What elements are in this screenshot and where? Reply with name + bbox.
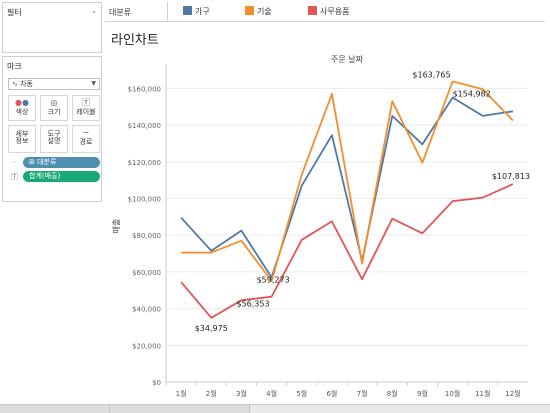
legend-item-furniture[interactable]: 가구: [183, 6, 210, 17]
series-line-2: [181, 80, 514, 282]
series-line-3: [180, 183, 514, 319]
legend-item-technology[interactable]: 기술: [245, 6, 272, 17]
y-tick-label: $40,000: [132, 306, 161, 314]
label-button[interactable]: 🅃 레이블: [72, 95, 100, 121]
y-tick-label: $60,000: [132, 269, 161, 277]
swatch-icon: [183, 6, 192, 15]
detail-label-1: 세부: [15, 130, 29, 138]
detail-button[interactable]: 세부 정보: [8, 125, 36, 153]
tooltip-button[interactable]: 도구 설명: [40, 125, 68, 153]
x-tick-label: 12월: [505, 389, 520, 398]
path-button[interactable]: ∼ 경로: [72, 125, 100, 153]
label-label: 레이블: [76, 108, 96, 116]
y-tick-label: $80,000: [132, 232, 161, 240]
legend-item-office-supplies[interactable]: 사무용품: [308, 6, 349, 17]
size-button[interactable]: ◎ 크기: [40, 95, 68, 121]
y-axis-title: 매출: [111, 219, 121, 234]
expand-icon: ⊞: [29, 158, 38, 166]
color-label: 색상: [15, 108, 29, 116]
y-tick-label: $0: [152, 379, 161, 387]
data-label: $34,975: [195, 324, 228, 333]
sales-label-pill[interactable]: 합계(매출): [23, 171, 100, 182]
x-tick-label: 9월: [417, 389, 428, 398]
path-icon: ∼: [82, 128, 90, 137]
detail-label-2: 정보: [15, 137, 29, 145]
x-tick-label: 10월: [445, 389, 460, 398]
x-axis-title: 주문 날짜: [331, 54, 364, 64]
marks-title: 마크: [7, 62, 22, 71]
legend-label: 가구: [195, 7, 210, 16]
y-tick-label: $160,000: [128, 85, 161, 93]
x-tick-label: 3월: [236, 389, 247, 398]
legend-label: 사무용품: [320, 7, 350, 16]
sales-pill-label: 합계(매출): [29, 172, 61, 180]
chevron-down-icon[interactable]: ⌄: [91, 7, 97, 15]
label-icon: 🅃: [82, 98, 90, 107]
x-tick-label: 8월: [387, 389, 398, 398]
filters-title: 필터: [7, 8, 22, 17]
legend-title: 대분류: [109, 8, 132, 17]
x-tick-label: 5월: [296, 389, 307, 398]
x-tick-label: 4월: [266, 389, 277, 398]
data-label: $56,353: [236, 300, 269, 309]
line-mark-icon: ∿: [12, 80, 21, 88]
color-button[interactable]: ●● 색상: [8, 95, 36, 121]
dropdown-arrow-icon: ▼: [91, 80, 96, 87]
y-tick-label: $20,000: [132, 342, 161, 350]
divider: [167, 2, 168, 22]
color-legend-shelf: 대분류 가구 기술 사무용품: [105, 2, 545, 22]
y-tick-label: $140,000: [128, 122, 161, 130]
path-label: 경로: [79, 138, 93, 146]
legend-label: 기술: [257, 7, 272, 16]
sheet-tab[interactable]: [0, 405, 110, 413]
mark-type-value: 차동: [20, 80, 33, 88]
x-tick-label: 6월: [326, 389, 337, 398]
sheet-tab[interactable]: [110, 405, 250, 413]
category-pill-label: 대분류: [37, 158, 57, 166]
x-tick-label: 1월: [176, 389, 187, 398]
x-tick-label: 7월: [357, 389, 368, 398]
x-tick-label: 2월: [206, 389, 217, 398]
x-tick-label: 11월: [475, 389, 490, 398]
filters-card[interactable]: 필터 ⌄: [2, 2, 102, 53]
category-color-pill[interactable]: ⊞ 대분류: [23, 157, 100, 168]
marks-card: 마크 ∿ 차동 ▼ ●● 색상 ◎ 크기 🅃 레이블 세부 정보 도구 설명 ∼…: [2, 56, 102, 202]
y-tick-label: $100,000: [128, 195, 161, 203]
size-icon: ◎: [50, 98, 58, 107]
swatch-icon: [245, 6, 254, 15]
data-label: $59,273: [257, 275, 290, 284]
y-tick-label: $120,000: [128, 159, 161, 167]
mark-type-dropdown[interactable]: ∿ 차동 ▼: [8, 78, 100, 90]
tooltip-label-1: 도구: [47, 130, 61, 138]
label-icon: 🅃: [11, 173, 18, 181]
swatch-icon: [308, 6, 317, 15]
sheet-tabs-bar: [0, 404, 550, 413]
chart-title: 라인차트: [111, 33, 159, 48]
data-label: $154,982: [453, 90, 491, 99]
color-dots-icon: ⁘: [11, 158, 17, 166]
tooltip-label-2: 설명: [47, 137, 61, 145]
size-label: 크기: [47, 108, 61, 116]
color-dots-icon: ●●: [15, 98, 29, 107]
series-line-1: [180, 96, 514, 279]
data-label: $163,765: [412, 70, 450, 79]
data-label: $107,813: [492, 172, 530, 181]
